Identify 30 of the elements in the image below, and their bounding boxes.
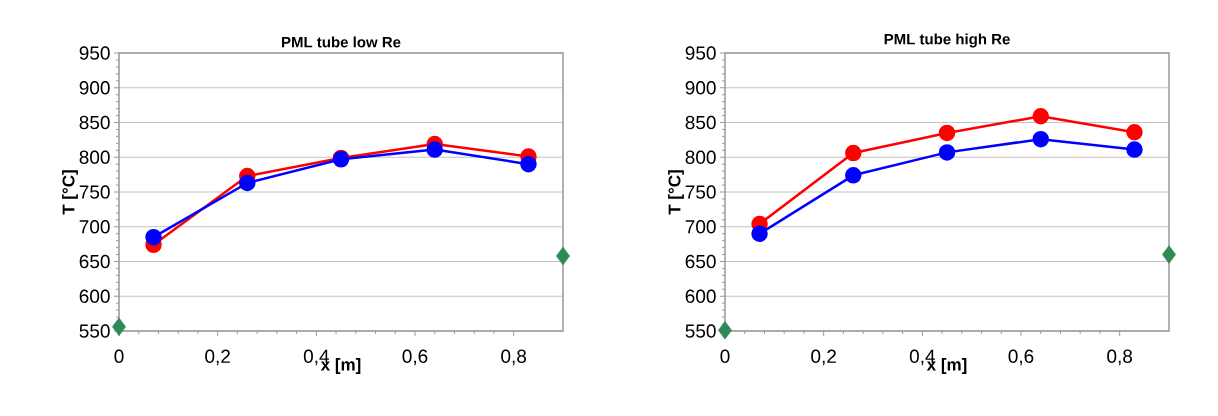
- y-tick-label: 700: [685, 220, 716, 234]
- y-tick-label: 650: [685, 254, 716, 269]
- x-tick-label: 0,6: [1008, 349, 1034, 366]
- y-tick-label: 800: [79, 150, 110, 164]
- y-tick-label: 950: [685, 46, 716, 60]
- chart-title: PML tube high Re: [884, 33, 1010, 48]
- x-tick-label: 0,6: [402, 349, 428, 366]
- y-tick-label: 800: [685, 150, 716, 164]
- y-tick-label: 550: [79, 324, 110, 338]
- x-tick-label: 0: [720, 349, 730, 363]
- y-axis-title: T [°C]: [62, 170, 78, 215]
- x-tick-label: 0: [114, 349, 124, 363]
- y-tick-label: 950: [79, 46, 110, 60]
- y-tick-label: 900: [79, 81, 110, 95]
- chart-title: PML tube low Re: [282, 36, 401, 48]
- x-tick-label: 0,2: [811, 349, 836, 366]
- y-tick-label: 900: [685, 81, 716, 95]
- y-tick-label: 550: [685, 324, 716, 338]
- y-tick-label: 600: [685, 289, 716, 303]
- y-tick-label: 850: [685, 115, 716, 130]
- y-tick-label: 600: [79, 289, 110, 303]
- y-tick-label: 850: [79, 115, 110, 130]
- x-tick-label: 0,2: [205, 349, 230, 366]
- y-tick-label: 750: [685, 185, 716, 199]
- y-tick-label: 750: [79, 185, 110, 199]
- y-axis-title: T [°C]: [668, 170, 684, 215]
- x-tick-label: 0,8: [1107, 349, 1133, 366]
- x-tick-label: 0,8: [501, 349, 527, 366]
- y-tick-label: 650: [79, 254, 110, 269]
- y-tick-label: 700: [79, 220, 110, 234]
